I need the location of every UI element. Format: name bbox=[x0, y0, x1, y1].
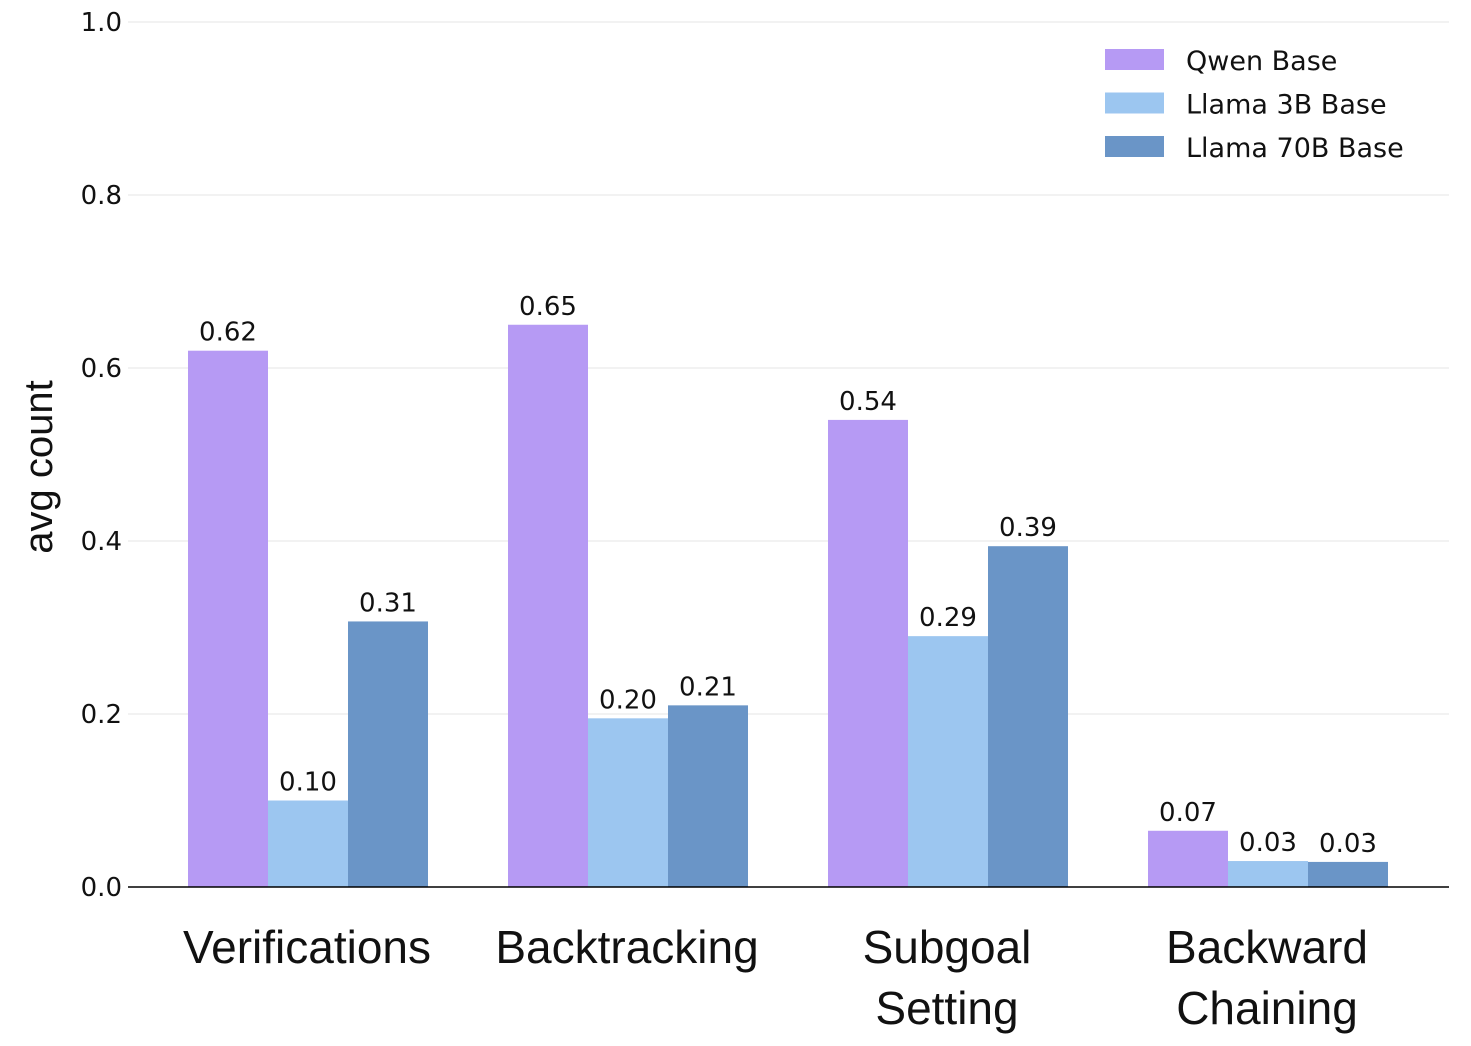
data-labels: 0.62 0.65 0.54 0.07 0.10 0.20 0.29 0.03 0.31 0.21… bbox=[199, 292, 1377, 859]
data-label: 0.03 bbox=[1239, 828, 1297, 858]
legend-label: Llama 3B Base bbox=[1186, 90, 1387, 121]
data-label: 0.20 bbox=[599, 685, 657, 715]
legend: Qwen Base Llama 3B Base Llama 70B Base bbox=[1105, 46, 1404, 164]
y-tick-label: 0.6 bbox=[81, 354, 122, 384]
data-label: 0.54 bbox=[839, 387, 897, 417]
bars bbox=[188, 324, 1388, 887]
data-label: 0.29 bbox=[919, 603, 977, 633]
y-axis-title: avg count bbox=[17, 380, 61, 553]
data-label: 0.62 bbox=[199, 318, 257, 348]
legend-swatch bbox=[1105, 136, 1164, 157]
data-label: 0.10 bbox=[279, 768, 337, 798]
bar-qwen-base bbox=[1148, 830, 1228, 887]
y-tick-label: 0.0 bbox=[81, 873, 122, 903]
bar-llama-3b-base bbox=[908, 636, 988, 887]
x-category-label: Subgoal Setting bbox=[863, 921, 1032, 1034]
data-label: 0.07 bbox=[1159, 798, 1217, 828]
x-category-label: Backward Chaining bbox=[1166, 921, 1368, 1034]
legend-label: Llama 70B Base bbox=[1186, 133, 1404, 164]
y-tick-label: 0.2 bbox=[81, 700, 122, 730]
y-tick-label: 0.4 bbox=[81, 527, 122, 557]
bar-llama-70b-base bbox=[1308, 861, 1388, 887]
data-label: 0.39 bbox=[999, 513, 1057, 543]
bar-llama-3b-base bbox=[588, 718, 668, 887]
x-category-label: Backtracking bbox=[495, 921, 758, 973]
legend-swatch bbox=[1105, 92, 1164, 114]
bar-qwen-base bbox=[508, 324, 588, 887]
y-tick-label: 1.0 bbox=[81, 8, 122, 38]
bar-llama-70b-base bbox=[348, 621, 428, 887]
axes: 0.0 0.2 0.4 0.6 0.8 1.0 Verifications Backtrack… bbox=[81, 8, 1449, 1034]
x-category-label: Verifications bbox=[183, 921, 431, 973]
y-tick-label: 0.8 bbox=[81, 181, 122, 211]
bar-llama-3b-base bbox=[268, 800, 348, 887]
bar-llama-3b-base bbox=[1228, 861, 1308, 887]
data-label: 0.03 bbox=[1319, 829, 1377, 859]
bar-qwen-base bbox=[188, 350, 268, 887]
bar-qwen-base bbox=[828, 419, 908, 887]
data-label: 0.21 bbox=[679, 672, 737, 702]
bar-llama-70b-base bbox=[668, 705, 748, 887]
bar-llama-70b-base bbox=[988, 546, 1068, 887]
data-label: 0.31 bbox=[359, 588, 417, 618]
legend-swatch bbox=[1105, 49, 1164, 70]
gridlines bbox=[128, 21, 1449, 715]
legend-label: Qwen Base bbox=[1186, 46, 1337, 77]
data-label: 0.65 bbox=[519, 292, 577, 322]
